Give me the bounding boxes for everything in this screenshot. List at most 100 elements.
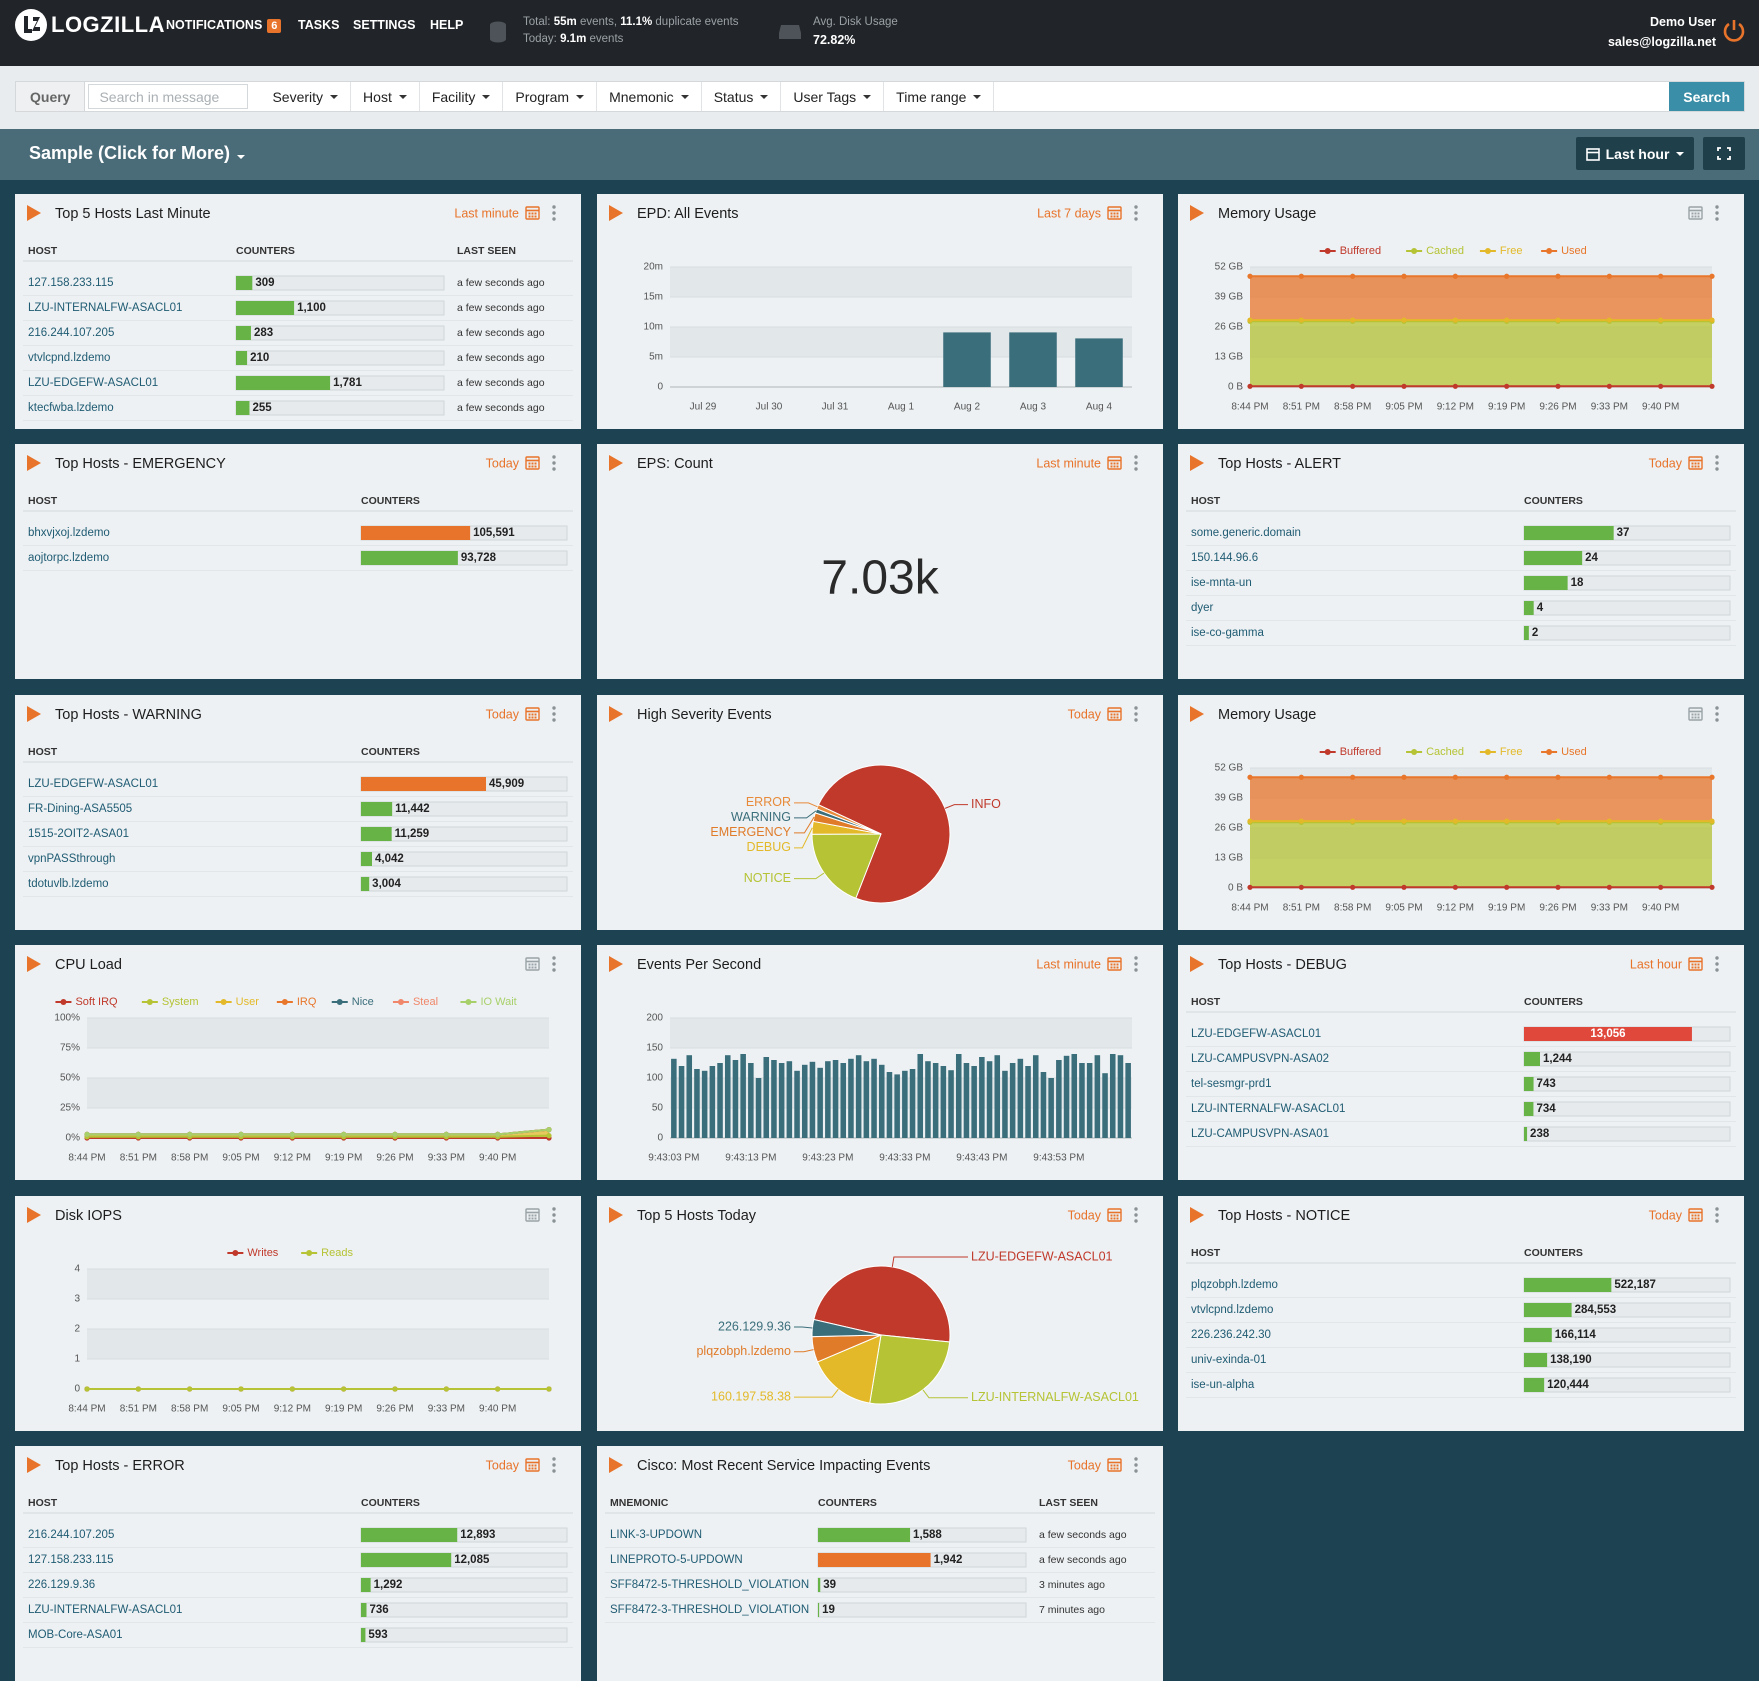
menu-dots[interactable]	[1715, 205, 1718, 220]
row-label[interactable]: 226.236.242.30	[1191, 1329, 1271, 1341]
filter-dropdown[interactable]: Severity	[260, 82, 351, 111]
legend-label[interactable]: Buffered	[1340, 245, 1381, 257]
nav-settings[interactable]: SETTINGS	[353, 18, 416, 32]
menu-dots[interactable]	[1134, 706, 1137, 721]
row-label[interactable]: ise-mnta-un	[1191, 577, 1252, 589]
menu-dots[interactable]	[552, 706, 555, 721]
widget-time-range[interactable]: Today	[1067, 707, 1101, 721]
filter-dropdown[interactable]: Status	[702, 82, 782, 111]
menu-dots[interactable]	[1134, 205, 1137, 220]
nav-notifications[interactable]: NOTIFICATIONS6	[166, 18, 281, 33]
nav-help[interactable]: HELP	[430, 18, 463, 32]
widget-time-range[interactable]: Last hour	[1630, 957, 1682, 971]
legend-label[interactable]: Used	[1561, 746, 1587, 758]
row-label[interactable]: vpnPASSthrough	[28, 853, 115, 865]
legend-label[interactable]: Used	[1561, 245, 1587, 257]
menu-dots[interactable]	[1715, 706, 1718, 721]
dashboard-title[interactable]: Sample (Click for More)	[29, 143, 245, 164]
widget-time-range[interactable]: Today	[486, 1458, 520, 1472]
menu-dots[interactable]	[552, 956, 555, 971]
row-label[interactable]: 150.144.96.6	[1191, 552, 1258, 564]
legend-label[interactable]: Steal	[413, 996, 438, 1008]
row-label[interactable]: plqzobph.lzdemo	[1191, 1279, 1278, 1291]
widget-time-range[interactable]: Last 7 days	[1037, 206, 1101, 220]
row-label[interactable]: vtvlcpnd.lzdemo	[1191, 1304, 1273, 1316]
row-label[interactable]: LZU-INTERNALFW-ASACL01	[28, 302, 182, 314]
legend-label[interactable]: User	[236, 996, 260, 1008]
row-label[interactable]: SFF8472-5-THRESHOLD_VIOLATION	[610, 1579, 809, 1591]
row-label[interactable]: tel-sesmgr-prd1	[1191, 1078, 1272, 1090]
widget-time-range[interactable]: Today	[486, 707, 520, 721]
row-label[interactable]: ise-co-gamma	[1191, 627, 1264, 639]
widget-time-range[interactable]: Today	[1067, 1208, 1101, 1222]
row-label[interactable]: ise-un-alpha	[1191, 1379, 1255, 1391]
menu-dots[interactable]	[1134, 1207, 1137, 1222]
legend-label[interactable]: Writes	[247, 1247, 278, 1259]
legend-label[interactable]: Nice	[352, 996, 374, 1008]
time-range-button[interactable]: Last hour	[1576, 137, 1694, 170]
logo-text[interactable]: LOGZILLA	[51, 12, 165, 38]
row-label[interactable]: SFF8472-3-THRESHOLD_VIOLATION	[610, 1604, 809, 1616]
menu-dots[interactable]	[552, 456, 555, 471]
legend-label[interactable]: IRQ	[297, 996, 317, 1008]
menu-dots[interactable]	[552, 205, 555, 220]
menu-dots[interactable]	[1715, 956, 1718, 971]
row-label[interactable]: LZU-INTERNALFW-ASACL01	[28, 1604, 182, 1616]
row-label[interactable]: FR-Dining-ASA5505	[28, 803, 132, 815]
legend-label[interactable]: System	[162, 996, 199, 1008]
row-label[interactable]: 1515-2OIT2-ASA01	[28, 828, 129, 840]
widget-time-range[interactable]: Today	[486, 457, 520, 471]
filter-dropdown[interactable]: Time range	[884, 82, 994, 111]
user-name[interactable]: Demo User	[1650, 15, 1716, 29]
legend-label[interactable]: Reads	[321, 1247, 353, 1259]
row-label[interactable]: dyer	[1191, 602, 1214, 614]
row-label[interactable]: LZU-INTERNALFW-ASACL01	[1191, 1103, 1345, 1115]
row-label[interactable]: 216.244.107.205	[28, 327, 114, 339]
widget-time-range[interactable]: Today	[1649, 1208, 1683, 1222]
widget-time-range[interactable]: Last minute	[1036, 957, 1101, 971]
menu-dots[interactable]	[1715, 1207, 1718, 1222]
row-label[interactable]: some.generic.domain	[1191, 527, 1301, 539]
filter-dropdown[interactable]: Mnemonic	[597, 82, 702, 111]
legend-label[interactable]: Free	[1500, 245, 1523, 257]
filter-dropdown[interactable]: Host	[351, 82, 420, 111]
row-label[interactable]: 216.244.107.205	[28, 1529, 114, 1541]
menu-dots[interactable]	[552, 1207, 555, 1222]
power-icon[interactable]	[1722, 18, 1746, 42]
menu-dots[interactable]	[1715, 456, 1718, 471]
row-label[interactable]: MOB-Core-ASA01	[28, 1629, 123, 1641]
menu-dots[interactable]	[1134, 456, 1137, 471]
filter-dropdown[interactable]: Facility	[420, 82, 504, 111]
row-label[interactable]: LZU-EDGEFW-ASACL01	[1191, 1028, 1321, 1040]
row-label[interactable]: LINK-3-UPDOWN	[610, 1529, 702, 1541]
nav-tasks[interactable]: TASKS	[298, 18, 339, 32]
search-button[interactable]: Search	[1669, 82, 1744, 111]
row-label[interactable]: tdotuvlb.lzdemo	[28, 878, 109, 890]
row-label[interactable]: bhxvjxoj.lzdemo	[28, 527, 110, 539]
menu-dots[interactable]	[1134, 1457, 1137, 1472]
widget-time-range[interactable]: Last minute	[454, 206, 519, 220]
row-label[interactable]: aojtorpc.lzdemo	[28, 552, 109, 564]
legend-label[interactable]: IO Wait	[480, 996, 516, 1008]
widget-time-range[interactable]: Last minute	[1036, 457, 1101, 471]
widget-time-range[interactable]: Today	[1649, 457, 1683, 471]
menu-dots[interactable]	[552, 1457, 555, 1472]
row-label[interactable]: LZU-CAMPUSVPN-ASA01	[1191, 1128, 1329, 1140]
row-label[interactable]: LZU-CAMPUSVPN-ASA02	[1191, 1053, 1329, 1065]
row-label[interactable]: 127.158.233.115	[28, 1554, 113, 1566]
legend-label[interactable]: Cached	[1426, 746, 1464, 758]
row-label[interactable]: 226.129.9.36	[28, 1579, 95, 1591]
filter-dropdown[interactable]: Program	[503, 82, 597, 111]
row-label[interactable]: LINEPROTO-5-UPDOWN	[610, 1554, 743, 1566]
row-label[interactable]: LZU-EDGEFW-ASACL01	[28, 778, 158, 790]
row-label[interactable]: vtvlcpnd.lzdemo	[28, 352, 110, 364]
menu-dots[interactable]	[1134, 956, 1137, 971]
row-label[interactable]: 127.158.233.115	[28, 277, 113, 289]
search-input[interactable]: Search in message	[88, 84, 248, 109]
widget-time-range[interactable]: Today	[1067, 1458, 1101, 1472]
fullscreen-button[interactable]	[1703, 137, 1745, 170]
row-label[interactable]: LZU-EDGEFW-ASACL01	[28, 377, 158, 389]
filter-dropdown[interactable]: User Tags	[781, 82, 884, 111]
legend-label[interactable]: Free	[1500, 746, 1523, 758]
legend-label[interactable]: Cached	[1426, 245, 1464, 257]
